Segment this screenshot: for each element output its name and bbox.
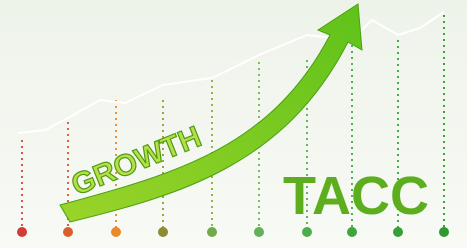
dot	[393, 227, 403, 237]
dot	[254, 227, 264, 237]
dot	[63, 227, 73, 237]
page: GROWTH TACC (() => { const data = JSON.p…	[0, 0, 467, 248]
dot	[302, 227, 312, 237]
dot	[158, 227, 168, 237]
illustration: GROWTH TACC	[0, 0, 467, 248]
dot	[111, 227, 121, 237]
dot	[347, 227, 357, 237]
dot	[207, 227, 217, 237]
dot	[17, 227, 27, 237]
brand-text: TACC	[283, 166, 429, 226]
dot	[439, 227, 449, 237]
